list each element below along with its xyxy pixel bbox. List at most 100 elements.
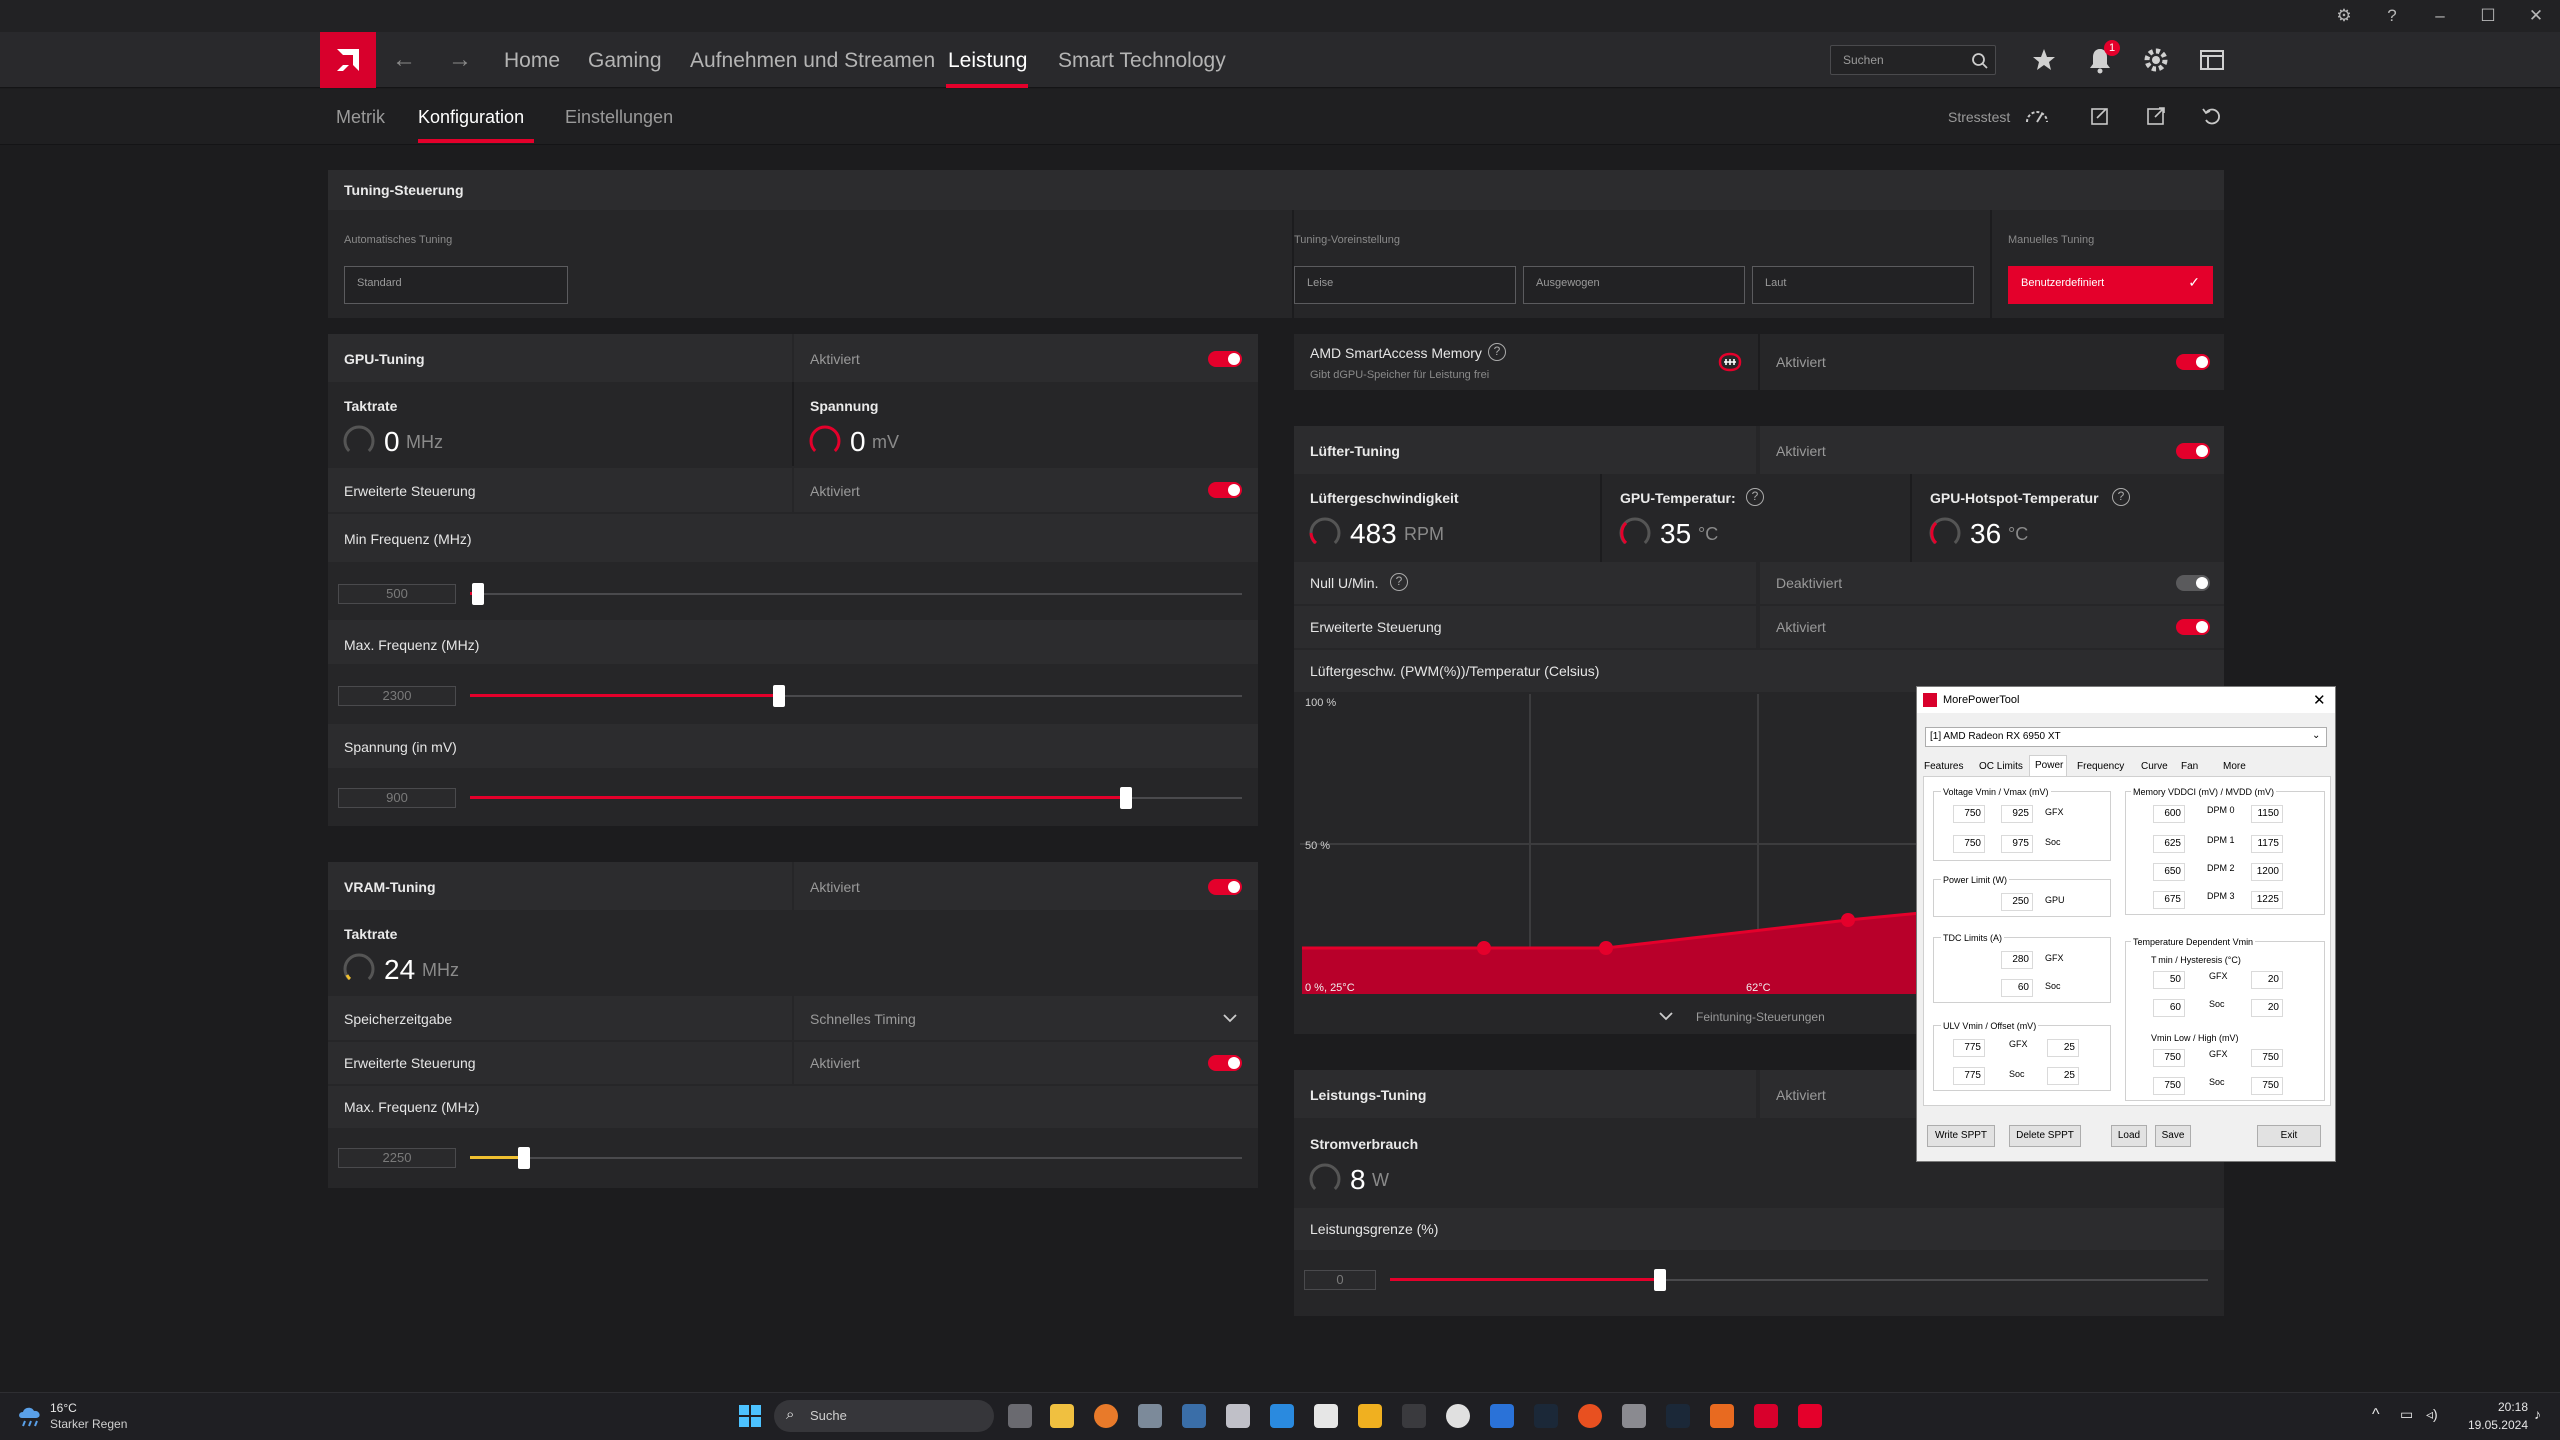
chevron-down-icon[interactable] bbox=[1222, 1012, 1238, 1024]
preset-loud-button[interactable]: Laut bbox=[1752, 266, 1974, 304]
mpt-ulv-soc-offset[interactable]: 25 bbox=[2047, 1067, 2079, 1085]
close-button[interactable]: ✕ bbox=[2528, 6, 2544, 25]
chevron-down-icon[interactable] bbox=[1658, 1010, 1674, 1022]
gpu-min-freq-input[interactable]: 500 bbox=[338, 584, 456, 604]
star-icon[interactable] bbox=[2028, 44, 2060, 76]
save-button[interactable]: Save bbox=[2155, 1125, 2191, 1147]
fine-tune-toggle[interactable]: Feintuning-Steuerungen bbox=[1696, 1010, 1825, 1024]
sam-toggle[interactable] bbox=[2176, 354, 2210, 370]
reset-icon[interactable] bbox=[2200, 104, 2224, 128]
search-box[interactable]: Suchen bbox=[1830, 45, 1996, 75]
nav-smart-technology[interactable]: Smart Technology bbox=[1058, 49, 1226, 72]
hotspot-help-icon[interactable]: ? bbox=[2112, 488, 2130, 506]
mpt-mvdd-2[interactable]: 1200 bbox=[2251, 863, 2283, 881]
notification-bell-icon[interactable]: ♪ bbox=[2534, 1406, 2541, 1422]
volume-icon[interactable]: ◃) bbox=[2426, 1406, 2438, 1422]
mpt-vddci-0[interactable]: 600 bbox=[2153, 805, 2185, 823]
mpt-tab-curve[interactable]: Curve bbox=[2141, 761, 2168, 772]
gpu-advanced-toggle[interactable] bbox=[1208, 482, 1242, 498]
maximize-button[interactable]: ☐ bbox=[2480, 6, 2496, 25]
minimize-button[interactable]: – bbox=[2435, 6, 2445, 25]
nav-home[interactable]: Home bbox=[504, 49, 561, 72]
windows-start-icon[interactable] bbox=[738, 1404, 762, 1428]
search-icon[interactable] bbox=[1971, 52, 1989, 70]
mpt-ulv-soc[interactable]: 775 bbox=[1953, 1067, 1985, 1085]
mpt-vddci-3[interactable]: 675 bbox=[2153, 891, 2185, 909]
morepowertool-taskbar-icon[interactable] bbox=[1798, 1404, 1822, 1428]
load-button[interactable]: Load bbox=[2111, 1125, 2147, 1147]
fan-advanced-toggle[interactable] bbox=[2176, 619, 2210, 635]
mpt-vmin-low-soc[interactable]: 750 bbox=[2153, 1077, 2185, 1095]
epic-games-icon[interactable] bbox=[1402, 1404, 1426, 1428]
vram-tuning-toggle[interactable] bbox=[1208, 879, 1242, 895]
tab-configuration[interactable]: Konfiguration bbox=[418, 107, 525, 127]
morepowertool-window[interactable]: MorePowerTool ✕ [1] AMD Radeon RX 6950 X… bbox=[1916, 686, 2336, 1162]
preset-quiet-button[interactable]: Leise bbox=[1294, 266, 1516, 304]
mpt-vmax-soc[interactable]: 975 bbox=[2001, 835, 2033, 853]
ubisoft-icon[interactable] bbox=[1490, 1404, 1514, 1428]
gpu-max-freq-input[interactable]: 2300 bbox=[338, 686, 456, 706]
vram-max-freq-input[interactable]: 2250 bbox=[338, 1148, 456, 1168]
power-limit-slider[interactable] bbox=[1653, 1269, 1666, 1291]
mpt-tab-more[interactable]: More bbox=[2223, 761, 2246, 772]
mpt-hyst-soc[interactable]: 20 bbox=[2251, 999, 2283, 1017]
help-icon[interactable]: ? bbox=[2387, 6, 2397, 25]
auto-tuning-standard-button[interactable]: Standard bbox=[344, 266, 568, 304]
stresstest-label[interactable]: Stresstest bbox=[1948, 109, 2011, 125]
gpu-voltage-slider[interactable] bbox=[1120, 787, 1133, 809]
zero-rpm-help-icon[interactable]: ? bbox=[1390, 573, 1408, 591]
weather-rain-icon[interactable] bbox=[16, 1402, 44, 1428]
mpt-vmin-low-gfx[interactable]: 750 bbox=[2153, 1049, 2185, 1067]
mpt-vddci-1[interactable]: 625 bbox=[2153, 835, 2185, 853]
write-sppt-button[interactable]: Write SPPT bbox=[1927, 1125, 1995, 1147]
mpt-device-select[interactable]: [1] AMD Radeon RX 6950 XT ⌄ bbox=[1925, 727, 2327, 747]
mpt-ulv-gfx[interactable]: 775 bbox=[1953, 1039, 1985, 1057]
mpt-tab-features[interactable]: Features bbox=[1924, 761, 1964, 772]
vram-timing-select[interactable]: Schnelles Timing bbox=[810, 1011, 916, 1027]
zero-rpm-toggle[interactable] bbox=[2176, 575, 2210, 591]
task-view-icon[interactable] bbox=[1008, 1404, 1032, 1428]
mpt-power-limit-input[interactable]: 250 bbox=[2001, 893, 2033, 911]
amd-logo-icon[interactable] bbox=[320, 32, 376, 88]
vram-max-freq-slider[interactable] bbox=[518, 1147, 531, 1169]
firefox-icon[interactable] bbox=[1094, 1404, 1118, 1428]
mpt-mvdd-3[interactable]: 1225 bbox=[2251, 891, 2283, 909]
mpt-tdc-gfx[interactable]: 280 bbox=[2001, 951, 2033, 969]
nav-performance[interactable]: Leistung bbox=[948, 49, 1028, 72]
mpt-tab-oc-limits[interactable]: OC Limits bbox=[1979, 761, 2023, 772]
mpt-mvdd-0[interactable]: 1150 bbox=[2251, 805, 2283, 823]
mpt-tdc-soc[interactable]: 60 bbox=[2001, 979, 2033, 997]
steam-icon[interactable] bbox=[1534, 1404, 1558, 1428]
nav-gaming[interactable]: Gaming bbox=[588, 49, 662, 72]
media-app-icon[interactable] bbox=[1182, 1404, 1206, 1428]
file-explorer-icon[interactable] bbox=[1050, 1404, 1074, 1428]
app-r-icon[interactable] bbox=[1358, 1404, 1382, 1428]
mpt-close-icon[interactable]: ✕ bbox=[2313, 692, 2326, 709]
mpt-hyst-gfx[interactable]: 20 bbox=[2251, 971, 2283, 989]
exit-button[interactable]: Exit bbox=[2257, 1125, 2321, 1147]
amd-software-icon[interactable] bbox=[1754, 1404, 1778, 1428]
mpt-tab-frequency[interactable]: Frequency bbox=[2077, 761, 2125, 772]
network-icon[interactable]: ▭ bbox=[2400, 1406, 2414, 1422]
tray-chevron-icon[interactable]: ^ bbox=[2372, 1406, 2380, 1423]
nav-record-stream[interactable]: Aufnehmen und Streamen bbox=[690, 49, 936, 72]
steam-icon[interactable] bbox=[1666, 1404, 1690, 1428]
bell-icon[interactable] bbox=[2084, 44, 2116, 76]
settings-app-icon[interactable] bbox=[1138, 1404, 1162, 1428]
gpu-voltage-mv-input[interactable]: 900 bbox=[338, 788, 456, 808]
ea-app-icon[interactable] bbox=[1578, 1404, 1602, 1428]
app-icon[interactable] bbox=[1622, 1404, 1646, 1428]
mail-icon[interactable] bbox=[1270, 1404, 1294, 1428]
mpt-vmin-soc[interactable]: 750 bbox=[1953, 835, 1985, 853]
mpt-tmin-gfx[interactable]: 50 bbox=[2153, 971, 2185, 989]
delete-sppt-button[interactable]: Delete SPPT bbox=[2009, 1125, 2081, 1147]
app-icon[interactable] bbox=[1710, 1404, 1734, 1428]
gpu-temp-help-icon[interactable]: ? bbox=[1746, 488, 1764, 506]
forward-arrow-icon[interactable]: → bbox=[448, 46, 472, 73]
mpt-mvdd-1[interactable]: 1175 bbox=[2251, 835, 2283, 853]
manual-tuning-custom-button[interactable]: Benutzerdefiniert ✓ bbox=[2008, 266, 2213, 304]
tab-settings[interactable]: Einstellungen bbox=[565, 107, 674, 127]
tab-metric[interactable]: Metrik bbox=[336, 107, 385, 127]
export-icon[interactable] bbox=[2144, 104, 2168, 128]
mpt-ulv-gfx-offset[interactable]: 25 bbox=[2047, 1039, 2079, 1057]
